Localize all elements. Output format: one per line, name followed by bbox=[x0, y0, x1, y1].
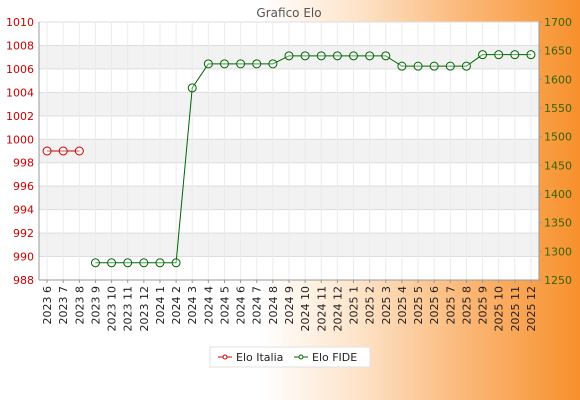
x-tick-label: 2024 8 bbox=[267, 286, 280, 325]
x-tick-label: 2023 6 bbox=[41, 286, 54, 325]
y-right-tick-label: 1550 bbox=[544, 102, 572, 115]
y-left-tick-label: 1002 bbox=[6, 110, 34, 123]
elo-fide-point bbox=[203, 59, 213, 69]
x-tick-label: 2025 8 bbox=[460, 286, 473, 325]
legend-box bbox=[209, 346, 371, 368]
y-left-tick-label: 998 bbox=[13, 157, 34, 170]
y-right-tick-label: 1350 bbox=[544, 217, 572, 230]
x-tick-label: 2025 11 bbox=[509, 286, 522, 332]
elo-italia-point bbox=[42, 146, 52, 156]
elo-fide-point bbox=[90, 258, 100, 268]
x-tick-label: 2024 7 bbox=[251, 286, 264, 325]
x-tick-label: 2024 3 bbox=[186, 286, 199, 325]
elo-fide-point bbox=[461, 61, 471, 71]
chart-title: Grafico Elo bbox=[256, 6, 321, 20]
x-tick-label: 2025 1 bbox=[348, 286, 361, 325]
y-left-tick-label: 1000 bbox=[6, 133, 34, 146]
x-tick-label: 2024 12 bbox=[331, 286, 344, 332]
x-tick-label: 2025 7 bbox=[444, 286, 457, 325]
x-tick-label: 2024 1 bbox=[154, 286, 167, 325]
x-tick-label: 2024 5 bbox=[218, 286, 231, 325]
x-tick-label: 2023 8 bbox=[73, 286, 86, 325]
y-left-tick-label: 996 bbox=[13, 180, 34, 193]
elo-fide-point bbox=[107, 258, 117, 268]
elo-fide-point bbox=[155, 258, 165, 268]
x-tick-label: 2024 6 bbox=[235, 286, 248, 325]
x-tick-label: 2024 9 bbox=[283, 286, 296, 325]
legend-label-elo-italia: Elo Italia bbox=[236, 351, 283, 364]
x-tick-label: 2025 10 bbox=[493, 286, 506, 332]
x-tick-label: 2024 4 bbox=[202, 286, 215, 325]
elo-fide-point bbox=[316, 51, 326, 61]
elo-fide-point bbox=[332, 51, 342, 61]
elo-fide-point bbox=[139, 258, 149, 268]
elo-fide-point bbox=[123, 258, 133, 268]
x-tick-label: 2025 6 bbox=[428, 286, 441, 325]
elo-fide-point bbox=[236, 59, 246, 69]
elo-fide-point bbox=[526, 50, 536, 60]
elo-fide-point bbox=[365, 51, 375, 61]
x-tick-label: 2023 7 bbox=[57, 286, 70, 325]
y-left-tick-label: 994 bbox=[13, 204, 34, 217]
y-left-tick-label: 988 bbox=[13, 274, 34, 287]
y-right-tick-label: 1700 bbox=[544, 16, 572, 29]
y-right-tick-label: 1650 bbox=[544, 45, 572, 58]
elo-fide-point bbox=[284, 51, 294, 61]
elo-fide-point bbox=[429, 61, 439, 71]
y-right-tick-label: 1400 bbox=[544, 188, 572, 201]
elo-fide-point bbox=[252, 59, 262, 69]
elo-fide-point bbox=[300, 51, 310, 61]
elo-fide-point bbox=[219, 59, 229, 69]
y-right-tick-label: 1250 bbox=[544, 274, 572, 287]
elo-fide-point bbox=[381, 51, 391, 61]
elo-fide-point bbox=[187, 83, 197, 93]
y-left-tick-label: 992 bbox=[13, 227, 34, 240]
y-left-tick-label: 990 bbox=[13, 251, 34, 264]
x-tick-label: 2024 2 bbox=[170, 286, 183, 325]
elo-fide-point bbox=[349, 51, 359, 61]
elo-fide-point bbox=[445, 61, 455, 71]
legend-marker-elo-italia bbox=[222, 354, 228, 360]
y-left-tick-label: 1010 bbox=[6, 16, 34, 29]
x-tick-label: 2025 3 bbox=[380, 286, 393, 325]
x-tick-label: 2023 10 bbox=[106, 286, 119, 332]
elo-fide-point bbox=[268, 59, 278, 69]
elo-fide-point bbox=[413, 61, 423, 71]
x-tick-label: 2025 5 bbox=[412, 286, 425, 325]
legend-label-elo-fide: Elo FIDE bbox=[312, 351, 357, 364]
elo-fide-point bbox=[510, 50, 520, 60]
x-tick-label: 2025 4 bbox=[396, 286, 409, 325]
y-left-tick-label: 1008 bbox=[6, 39, 34, 52]
elo-fide-point bbox=[171, 258, 181, 268]
elo-fide-point bbox=[397, 61, 407, 71]
elo-fide-point bbox=[494, 50, 504, 60]
y-right-tick-label: 1450 bbox=[544, 159, 572, 172]
x-tick-label: 2024 10 bbox=[299, 286, 312, 332]
legend: Elo Italia Elo FIDE bbox=[209, 346, 371, 368]
elo-fide-line bbox=[95, 54, 531, 264]
elo-fide-point bbox=[478, 50, 488, 60]
y-left-tick-label: 1004 bbox=[6, 86, 34, 99]
x-tick-label: 2023 12 bbox=[138, 286, 151, 332]
elo-italia-point bbox=[74, 146, 84, 156]
x-tick-label: 2023 11 bbox=[122, 286, 135, 332]
x-tick-label: 2023 9 bbox=[89, 286, 102, 325]
y-left-tick-label: 1006 bbox=[6, 63, 34, 76]
x-tick-label: 2025 9 bbox=[477, 286, 490, 325]
y-right-tick-label: 1300 bbox=[544, 245, 572, 258]
x-tick-label: 2025 2 bbox=[364, 286, 377, 325]
elo-italia-point bbox=[58, 146, 68, 156]
legend-marker-elo-fide bbox=[298, 354, 304, 360]
x-tick-label: 2025 12 bbox=[525, 286, 538, 332]
y-right-tick-label: 1600 bbox=[544, 73, 572, 86]
x-tick-label: 2024 11 bbox=[315, 286, 328, 332]
y-right-tick-label: 1500 bbox=[544, 131, 572, 144]
